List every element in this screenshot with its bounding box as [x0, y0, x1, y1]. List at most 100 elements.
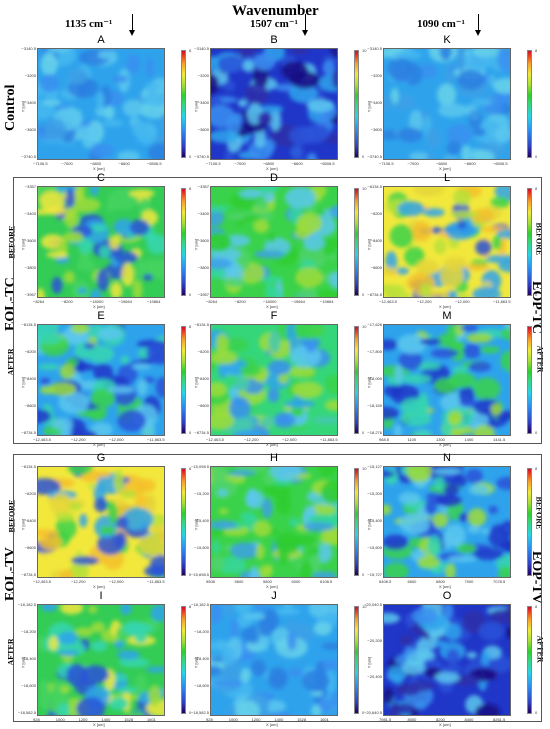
y-tick-label: −8400 [24, 376, 36, 381]
x-tick-label: 8400 [464, 717, 474, 722]
x-tick-label: 7078.5 [493, 579, 506, 584]
x-tick-label: 6600 [407, 579, 417, 584]
x-tick-label: −7000 [234, 161, 246, 166]
x-tick-label: −18000 [90, 299, 104, 304]
x-axis-label: X [um] [266, 304, 278, 309]
panel-label: D [270, 172, 278, 184]
x-tick-label: −6506.5 [320, 161, 335, 166]
x-tick-label: 8200 [436, 717, 445, 722]
colorbar-min-label: 0 [362, 292, 365, 297]
y-tick-label: −8600 [24, 403, 36, 408]
x-tick-label: 6000 [291, 579, 301, 584]
x-tick-label: 928 [206, 717, 213, 722]
y-axis-label: Y [um] [193, 238, 199, 251]
colorbar [181, 468, 186, 576]
x-tick-label: −6600 [291, 161, 303, 166]
x-tick-label: −12,000 [455, 299, 470, 304]
y-tick-label: −8734.5 [21, 430, 36, 435]
colorbar [181, 326, 186, 434]
colorbar-min-label: 0 [535, 292, 538, 297]
panel-label: K [443, 34, 451, 46]
y-tick-label: −8734.5 [194, 430, 209, 435]
heatmap-blobs [211, 605, 337, 715]
heatmap-blobs [384, 187, 510, 297]
y-tick-label: −8400 [197, 376, 209, 381]
x-tick-label: −19864 [147, 299, 161, 304]
colorbar-max-label: 8 [535, 466, 538, 471]
y-tick-label: −3800 [197, 265, 209, 270]
y-axis-label: Y [um] [366, 100, 372, 113]
x-tick-label: 1441.5 [493, 437, 506, 442]
colorbar [181, 188, 186, 296]
y-tick-label: −15,600 [194, 545, 209, 550]
y-tick-label: −3740.5 [194, 154, 209, 159]
y-tick-label: −8600 [370, 265, 382, 270]
x-tick-label: 5600 [234, 579, 244, 584]
panel-label: H [270, 452, 278, 464]
y-tick-label: −3740.5 [367, 154, 382, 159]
y-axis-label: Y [um] [366, 238, 372, 251]
y-tick-label: −8400 [24, 518, 36, 523]
y-tick-label: −8200 [370, 211, 382, 216]
y-tick-label: −18,000 [367, 376, 382, 381]
x-tick-label: −12,463.5 [33, 579, 51, 584]
y-tick-label: −18,600 [194, 683, 209, 688]
heatmap-plot [210, 324, 338, 436]
y-tick-label: −15,098.5 [191, 464, 209, 469]
y-tick-label: −17,800 [367, 349, 382, 354]
y-tick-label: −18,400 [21, 656, 36, 661]
heatmap-plot [210, 604, 338, 716]
x-axis-label: X [um] [266, 722, 278, 727]
colorbar-max-label: 8 [535, 324, 538, 329]
y-tick-label: −8134.5 [194, 322, 209, 327]
colorbar-min-label: 0 [362, 430, 365, 435]
x-tick-label: −19664 [291, 299, 305, 304]
x-tick-label: −8264 [33, 299, 45, 304]
heatmap-blobs [211, 467, 337, 577]
x-tick-label: −12,200 [417, 299, 432, 304]
heatmap-blobs [38, 467, 164, 577]
y-tick-label: −3600 [197, 238, 209, 243]
heatmap-blobs [38, 187, 164, 297]
wavenumber-1090: 1090 cm⁻¹ [417, 18, 465, 30]
x-tick-label: −12,000 [282, 437, 297, 442]
y-tick-label: −15,200 [194, 491, 209, 496]
figure-title: Wavenumber [232, 3, 319, 19]
colorbar-min-label: 0 [362, 710, 365, 715]
x-tick-label: 6108.5 [320, 579, 333, 584]
colorbar [527, 188, 532, 296]
heatmap-blobs [211, 325, 337, 435]
row-label-control: Control [3, 84, 18, 131]
colorbar [354, 188, 359, 296]
x-axis-label: X [um] [266, 166, 278, 171]
wavenumber-1135: 1135 cm⁻¹ [65, 18, 113, 30]
x-tick-label: 1601 [320, 717, 329, 722]
colorbar-min-label: 0 [189, 572, 192, 577]
colorbar [527, 50, 532, 158]
arrow-down-icon [129, 14, 135, 36]
x-tick-label: 1000 [228, 717, 238, 722]
y-tick-label: −20,200 [367, 638, 382, 643]
y-tick-label: −3140.5 [21, 46, 36, 51]
x-tick-label: 1400 [101, 717, 111, 722]
y-tick-label: −8200 [24, 349, 36, 354]
heatmap-blobs [384, 467, 510, 577]
x-tick-label: −12,463.5 [379, 299, 397, 304]
panel-label: L [443, 172, 451, 184]
y-tick-label: −18,200 [21, 629, 36, 634]
colorbar [181, 50, 186, 158]
y-axis-label: Y [um] [193, 100, 199, 113]
y-tick-label: −20,640.5 [364, 710, 382, 715]
x-axis-label: X [um] [439, 722, 451, 727]
x-axis-label: X [um] [93, 722, 105, 727]
y-tick-label: −18,276 [367, 430, 382, 435]
y-tick-label: −3200 [370, 73, 382, 78]
x-tick-label: 928 [33, 717, 40, 722]
y-tick-label: −3200 [197, 73, 209, 78]
y-tick-label: −18,582.5 [191, 710, 209, 715]
y-tick-label: −20,400 [367, 674, 382, 679]
y-tick-label: −8600 [24, 545, 36, 550]
x-axis-label: X [um] [93, 304, 105, 309]
heatmap-blobs [384, 605, 510, 715]
colorbar-min-label: 0 [189, 430, 192, 435]
